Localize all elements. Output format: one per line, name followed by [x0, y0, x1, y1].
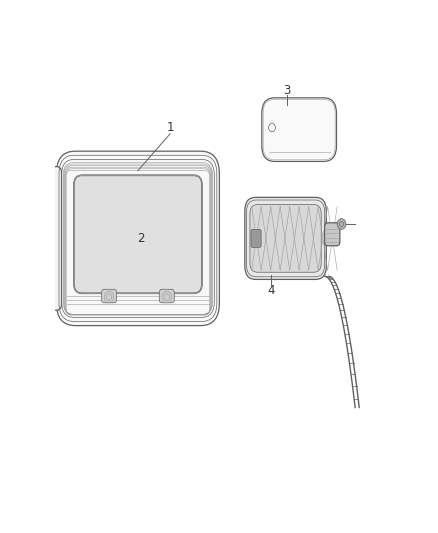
FancyBboxPatch shape: [74, 175, 202, 294]
FancyBboxPatch shape: [57, 151, 219, 326]
FancyBboxPatch shape: [43, 166, 61, 310]
FancyBboxPatch shape: [325, 223, 340, 246]
Text: 1: 1: [166, 121, 174, 134]
Text: 2: 2: [138, 232, 145, 245]
FancyBboxPatch shape: [159, 289, 174, 303]
FancyBboxPatch shape: [251, 229, 261, 247]
FancyBboxPatch shape: [262, 98, 336, 161]
FancyBboxPatch shape: [102, 289, 117, 303]
FancyBboxPatch shape: [250, 205, 321, 272]
Text: 3: 3: [283, 84, 291, 97]
Text: 4: 4: [268, 284, 275, 297]
FancyBboxPatch shape: [245, 197, 326, 279]
Circle shape: [337, 219, 346, 229]
